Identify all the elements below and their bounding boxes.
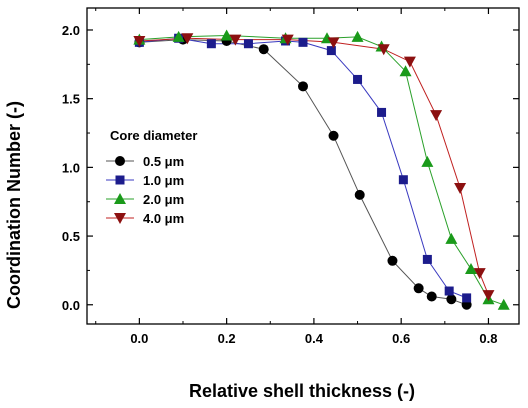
legend-label: 0.5 μm xyxy=(143,154,184,169)
data-point-series-1 xyxy=(354,189,365,200)
data-point-series-1 xyxy=(258,44,269,55)
data-point-series-1 xyxy=(328,130,339,141)
data-point-series-2 xyxy=(326,46,336,56)
legend-marker xyxy=(115,156,125,166)
legend-title: Core diameter xyxy=(110,128,197,143)
data-point-series-1 xyxy=(426,291,437,302)
axis-ticks: 0.0 0.2 0.4 0.6 0.8 0.0 0.5 1.0 1.5 2.0 xyxy=(62,8,519,346)
data-point-series-3 xyxy=(351,30,364,42)
data-point-series-4 xyxy=(281,34,294,46)
x-tick-label: 0.2 xyxy=(218,331,236,346)
x-axis-title: Relative shell thickness (-) xyxy=(189,381,415,401)
legend-marker xyxy=(114,193,126,204)
data-point-series-4 xyxy=(473,268,486,280)
data-point-series-3 xyxy=(421,155,434,167)
data-point-series-3 xyxy=(220,29,233,41)
legend-label: 1.0 μm xyxy=(143,173,184,188)
data-point-series-4 xyxy=(454,182,467,194)
legend-label: 4.0 μm xyxy=(143,211,184,226)
data-point-series-4 xyxy=(327,37,340,49)
data-point-series-3 xyxy=(497,298,510,310)
y-tick-label: 1.0 xyxy=(62,160,80,175)
data-point-series-2 xyxy=(377,107,387,117)
data-point-series-3 xyxy=(172,30,185,42)
legend: Core diameter 0.5 μm 1.0 μm 2.0 μm 4.0 μm xyxy=(106,128,197,226)
data-point-series-2 xyxy=(353,74,363,84)
y-tick-label: 0.0 xyxy=(62,298,80,313)
y-tick-label: 0.5 xyxy=(62,229,80,244)
plot-frame xyxy=(86,7,520,325)
x-tick-label: 0.6 xyxy=(392,331,410,346)
data-point-series-2 xyxy=(243,39,253,49)
data-point-series-4 xyxy=(133,35,146,47)
series-line-3 xyxy=(139,34,504,306)
data-point-series-2 xyxy=(398,175,408,185)
x-tick-label: 0.8 xyxy=(479,331,497,346)
data-point-series-2 xyxy=(444,286,454,296)
data-point-series-4 xyxy=(430,110,443,122)
data-point-series-4 xyxy=(229,34,242,46)
series-line-4 xyxy=(139,37,489,296)
data-point-series-1 xyxy=(446,294,457,305)
legend-marker xyxy=(114,213,126,224)
data-point-series-1 xyxy=(413,283,424,294)
series-markers xyxy=(133,29,510,310)
data-point-series-4 xyxy=(377,44,390,56)
series-line-1 xyxy=(139,39,467,306)
y-axis-title: Coordination Number (-) xyxy=(4,101,24,309)
data-point-series-2 xyxy=(422,254,432,264)
data-point-series-3 xyxy=(399,65,412,77)
data-point-series-4 xyxy=(482,290,495,302)
data-point-series-1 xyxy=(298,81,308,92)
data-point-series-2 xyxy=(298,37,308,47)
data-point-series-2 xyxy=(462,293,472,303)
x-tick-label: 0.4 xyxy=(305,331,324,346)
data-point-series-2 xyxy=(206,39,216,49)
data-point-series-4 xyxy=(181,33,194,45)
y-tick-label: 2.0 xyxy=(62,23,80,38)
x-tick-label: 0.0 xyxy=(130,331,148,346)
legend-label: 2.0 μm xyxy=(143,192,184,207)
data-point-series-3 xyxy=(445,232,458,244)
data-point-series-3 xyxy=(465,263,477,275)
data-point-series-1 xyxy=(387,255,398,266)
data-point-series-4 xyxy=(403,56,416,68)
series-lines xyxy=(139,34,504,306)
y-tick-label: 1.5 xyxy=(62,92,80,107)
legend-marker xyxy=(115,175,125,185)
